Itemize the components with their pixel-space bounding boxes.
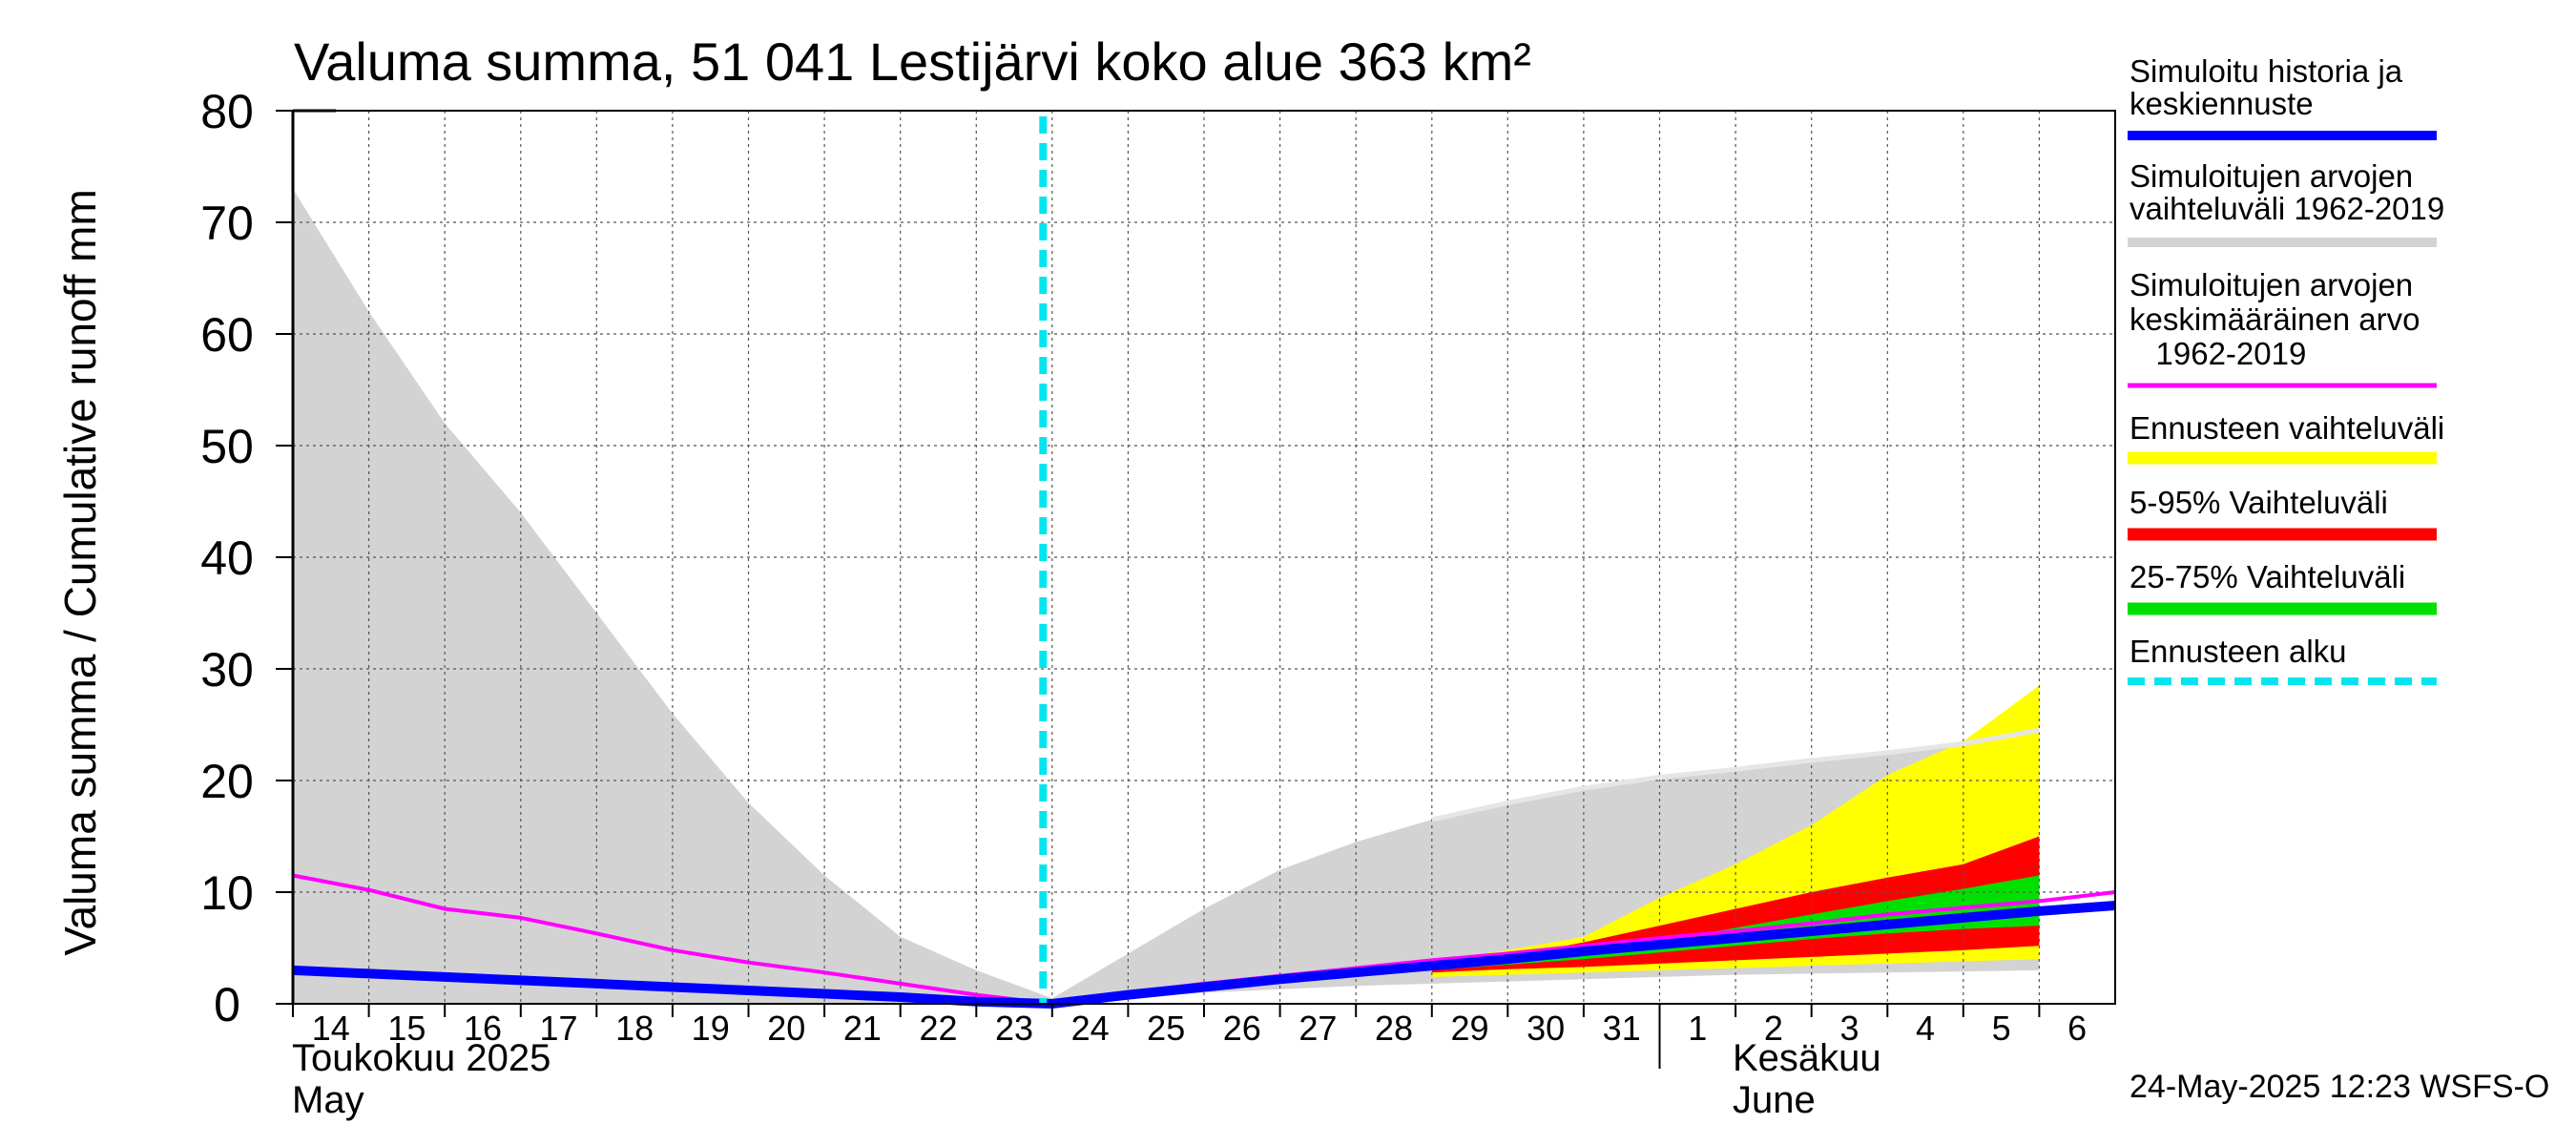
series-lines — [292, 116, 2116, 1009]
x-tick-label-3: 17 — [539, 1009, 577, 1048]
month-label-june-fi: Kesäkuu — [1733, 1037, 1881, 1079]
x-tick-label-19: 2 — [1764, 1009, 1783, 1048]
legend-mean-line2: keskimääräinen arvo — [2129, 302, 2420, 337]
x-tick-label-10: 24 — [1071, 1009, 1110, 1048]
legend-range-line2: vaihteluväli 1962-2019 — [2129, 191, 2444, 226]
timestamp: 24-May-2025 12:23 WSFS-O — [2129, 1069, 2549, 1105]
chart-title: Valuma summa, 51 041 Lestijärvi koko alu… — [294, 31, 1531, 92]
x-tick-label-0: 14 — [312, 1009, 350, 1048]
y-tick-label-60: 60 — [200, 308, 254, 362]
x-tick-label-15: 29 — [1450, 1009, 1488, 1048]
x-tick-label-23: 6 — [2067, 1009, 2087, 1048]
month-label-may-en: May — [292, 1079, 364, 1121]
legend-forecast-range: Ennusteen vaihteluväli — [2129, 410, 2444, 446]
y-tick-label-40: 40 — [200, 531, 254, 585]
x-tick-label-22: 5 — [1992, 1009, 2011, 1048]
x-tick-label-16: 30 — [1527, 1009, 1565, 1048]
y-tick-labels: 0 10 20 30 40 50 60 70 80 — [200, 85, 293, 1031]
y-tick-label-0: 0 — [214, 978, 240, 1031]
y-tick-label-50: 50 — [200, 420, 254, 473]
legend: Simuloitu historia ja keskiennuste Simul… — [2128, 53, 2444, 685]
legend-forecast-start: Ennusteen alku — [2129, 634, 2347, 669]
legend-median-line1: Simuloitu historia ja — [2129, 53, 2403, 89]
legend-mean-line3: 1962-2019 — [2129, 336, 2306, 371]
legend-p5-95: 5-95% Vaihteluväli — [2129, 485, 2388, 520]
y-tick-label-30: 30 — [200, 643, 254, 697]
x-tick-label-5: 19 — [692, 1009, 730, 1048]
simulated-range-band — [293, 188, 2040, 1004]
x-tick-label-8: 22 — [919, 1009, 957, 1048]
legend-median-line2: keskiennuste — [2129, 86, 2314, 121]
y-tick-label-20: 20 — [200, 755, 254, 808]
x-tick-label-9: 23 — [995, 1009, 1033, 1048]
simulated-range-upper-edge — [1431, 727, 2040, 822]
x-tick-label-12: 26 — [1223, 1009, 1261, 1048]
x-tick-label-13: 27 — [1298, 1009, 1337, 1048]
x-tick-label-14: 28 — [1375, 1009, 1413, 1048]
y-tick-label-70: 70 — [200, 197, 254, 250]
median-forecast-line — [292, 901, 2116, 1009]
legend-mean-line1: Simuloitujen arvojen — [2129, 267, 2413, 302]
x-tick-label-11: 25 — [1147, 1009, 1185, 1048]
p5-95-range-area — [1431, 836, 2040, 973]
simulated-range-area — [293, 188, 2040, 1004]
x-tick-label-18: 1 — [1688, 1009, 1707, 1048]
x-tick-label-7: 21 — [843, 1009, 882, 1048]
x-tick-label-17: 31 — [1603, 1009, 1641, 1048]
x-tick-label-6: 20 — [767, 1009, 805, 1048]
x-tick-label-21: 4 — [1916, 1009, 1935, 1048]
x-tick-labels: 14 15 16 17 18 19 20 21 22 23 24 25 26 27 28 29 30 31 1 2 3 4… — [292, 1004, 2087, 1069]
x-tick-label-2: 16 — [464, 1009, 502, 1048]
legend-p25-75: 25-75% Vaihteluväli — [2129, 559, 2405, 594]
p5-95-band — [1431, 836, 2040, 973]
month-label-june-en: June — [1733, 1079, 1816, 1121]
x-tick-label-1: 15 — [387, 1009, 426, 1048]
y-tick-label-80: 80 — [200, 85, 254, 138]
x-tick-label-4: 18 — [615, 1009, 654, 1048]
y-axis-label: Valuma summa / Cumulative runoff mm — [55, 189, 105, 956]
x-tick-label-20: 3 — [1839, 1009, 1859, 1048]
legend-range-line1: Simuloitujen arvojen — [2129, 158, 2413, 194]
month-label-may-fi: Toukokuu 2025 — [292, 1037, 551, 1079]
y-tick-label-10: 10 — [200, 866, 254, 920]
